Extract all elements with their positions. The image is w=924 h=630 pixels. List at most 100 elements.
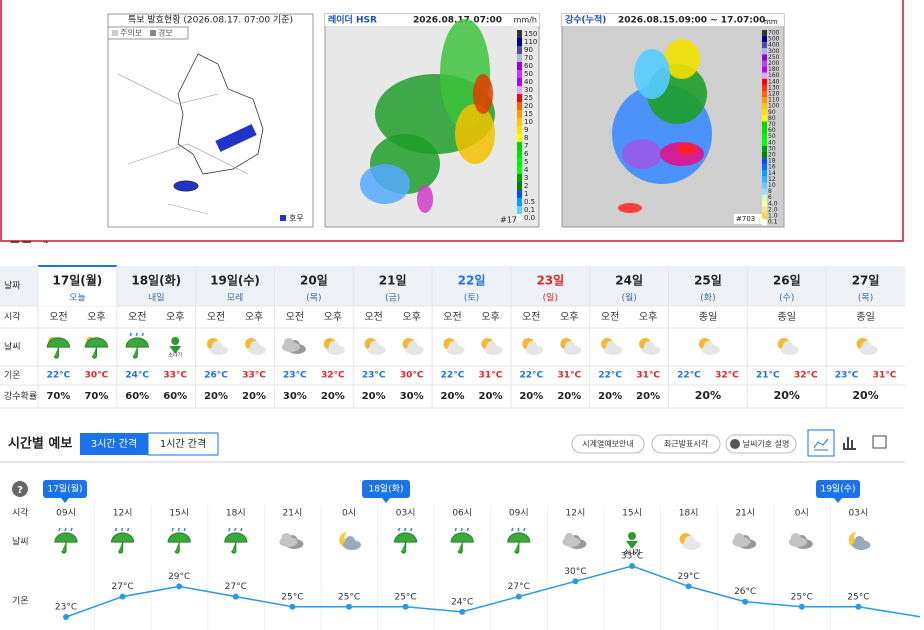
rain-drop: [240, 527, 243, 532]
pop: 20%: [598, 391, 622, 402]
day-sub: (화): [700, 293, 715, 304]
pop: 20%: [557, 391, 581, 402]
scale-label: 4.0: [768, 200, 778, 207]
period-time: 오전: [286, 311, 304, 323]
cloud: [250, 341, 261, 351]
scale-swatch: [517, 38, 522, 46]
scale-swatch: [762, 36, 767, 43]
badge-label: 18일(화): [368, 484, 403, 495]
map-time: 2026.08.17.07:00: [413, 16, 502, 26]
day-sub: (토): [464, 294, 479, 304]
header-bg: [0, 266, 905, 306]
scale-swatch: [517, 54, 522, 62]
cloud: [782, 341, 793, 351]
pop: 60%: [163, 391, 187, 402]
scale-swatch: [762, 158, 767, 165]
rain-drop: [234, 527, 237, 532]
cloud: [328, 341, 339, 351]
day-date: 21일: [379, 274, 407, 288]
rain-drop: [183, 527, 186, 532]
scale-swatch: [517, 198, 522, 206]
weather-icon: [323, 338, 345, 355]
period-time: 종일: [778, 311, 796, 323]
rain-drop: [466, 527, 469, 532]
view-bar-icon[interactable]: [843, 437, 856, 450]
button[interactable]: [571, 434, 645, 454]
umbrella: [46, 337, 71, 359]
help-text: ?: [17, 485, 23, 496]
row-label: 날짜: [4, 281, 21, 292]
temp-point: [459, 608, 466, 615]
scale-swatch: [517, 94, 522, 102]
scale-swatch: [762, 109, 767, 116]
scale-label: 700: [768, 30, 780, 37]
button[interactable]: [651, 434, 721, 454]
title-bar: [562, 14, 784, 26]
weather-icon: [207, 338, 229, 355]
weather-icon: [443, 338, 465, 355]
temp-label: 23°C: [55, 603, 77, 613]
temp-label: 25°C: [281, 592, 303, 602]
scale-label: 20: [768, 152, 776, 159]
button[interactable]: [725, 434, 797, 454]
hour-time: 06시: [452, 508, 472, 519]
weather-icon: [84, 337, 109, 359]
scale-label: 110: [768, 97, 780, 104]
temp-point: [63, 614, 69, 620]
scale-swatch: [762, 145, 767, 152]
scale-swatch: [762, 200, 767, 207]
scale-label: 6: [768, 194, 772, 201]
title-bar: [325, 14, 539, 26]
pop: 20%: [321, 391, 345, 402]
rain-drop: [177, 527, 180, 532]
pop: 20%: [695, 389, 721, 402]
legend-swatch: [112, 30, 118, 36]
weather-icon: [169, 337, 182, 354]
scale-swatch: [762, 152, 767, 159]
temp-label: 30°C: [564, 567, 586, 577]
rain-drop: [228, 527, 231, 532]
today-cell: [38, 266, 117, 306]
period-time: 오전: [364, 311, 382, 323]
scale-swatch: [762, 97, 767, 104]
day-sub: 모레: [227, 293, 244, 304]
scale-swatch: [762, 170, 767, 177]
day-sub: (월): [621, 292, 636, 304]
umbrella: [507, 532, 531, 554]
date-badge: [43, 480, 87, 498]
weather-icon: [788, 533, 813, 549]
period-time: 오후: [639, 311, 657, 323]
scale-label: 25: [524, 94, 533, 102]
tab[interactable]: [80, 433, 148, 455]
weather-icon: [639, 338, 661, 355]
view-chart[interactable]: [807, 429, 835, 457]
cloud: [407, 341, 418, 351]
scale-swatch: [517, 174, 522, 182]
temp-max: 32°C: [794, 371, 818, 381]
region-lines: [117, 73, 249, 215]
temp-label: 25°C: [847, 592, 869, 602]
temp: 22°C: [519, 371, 543, 381]
legend-box: [107, 26, 189, 40]
scale-swatch: [762, 48, 767, 55]
tab[interactable]: [147, 432, 219, 456]
umbrella: [110, 532, 135, 554]
weather-icon: [481, 338, 503, 355]
view-table-icon[interactable]: [872, 435, 887, 449]
scale-swatch: [517, 182, 522, 190]
scale-swatch: [517, 30, 522, 38]
weather-icon: [402, 338, 424, 355]
scale-label: 120: [768, 91, 780, 98]
weather-icon: [562, 533, 587, 549]
cloud: [281, 533, 292, 543]
hour-time: 21시: [735, 508, 755, 519]
umbrella: [224, 532, 248, 554]
scale-label: 100: [768, 103, 780, 110]
help-icon[interactable]: [12, 481, 28, 497]
rain-drop: [517, 527, 520, 532]
scale-label: 60: [768, 127, 776, 134]
date-badge: [816, 480, 860, 498]
scale-label: 2.0: [768, 206, 778, 213]
weather-icon: [393, 527, 418, 554]
